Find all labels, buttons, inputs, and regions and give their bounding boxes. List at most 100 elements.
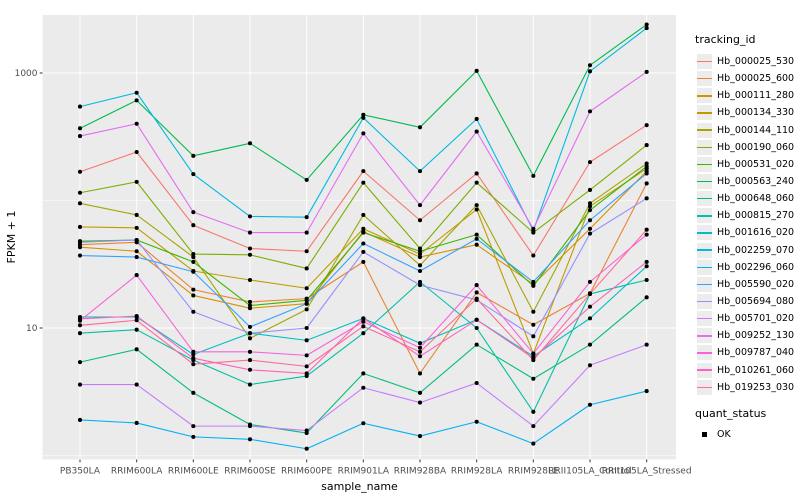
data-point-Hb_000144_110 xyxy=(191,255,196,260)
legend-key-swatch xyxy=(697,259,712,275)
data-point-Hb_009252_130 xyxy=(644,69,649,74)
data-point-Hb_009787_040 xyxy=(134,273,139,278)
data-point-Hb_001616_020 xyxy=(417,341,423,346)
data-point-Hb_002259_070 xyxy=(417,169,423,174)
legend-item-label: Hb_005701_020 xyxy=(717,313,795,325)
data-point-Hb_000190_060 xyxy=(474,180,479,185)
data-point-Hb_002259_070 xyxy=(247,214,253,219)
legend-key-swatch xyxy=(697,345,712,361)
data-point-Hb_010261_060 xyxy=(361,316,366,321)
legend-key-line xyxy=(697,249,712,251)
data-point-Hb_000111_280 xyxy=(474,242,479,247)
data-point-Hb_019253_030 xyxy=(587,291,593,296)
legend-key-line xyxy=(697,78,712,80)
x-tick-label: RRIM600SE xyxy=(224,467,276,477)
data-point-Hb_000111_280 xyxy=(587,226,593,231)
data-point-Hb_019253_030 xyxy=(191,362,196,367)
data-point-Hb_019253_030 xyxy=(417,349,423,354)
data-point-Hb_002296_060 xyxy=(134,420,139,426)
data-point-Hb_002259_070 xyxy=(587,69,593,74)
data-point-Hb_000025_530 xyxy=(531,253,536,258)
legend-key-line xyxy=(697,95,712,97)
legend-item-label: Hb_009252_130 xyxy=(717,330,795,342)
x-tick-label: RRIM600LE xyxy=(168,467,219,477)
legend-key-line xyxy=(697,283,712,286)
legend-key-swatch xyxy=(697,71,712,87)
x-tick-label: RRII105LA_Control xyxy=(548,467,631,477)
data-point-Hb_002296_060 xyxy=(587,402,593,407)
data-point-Hb_000190_060 xyxy=(247,252,253,257)
legend-key-swatch xyxy=(697,328,712,344)
legend-key-line xyxy=(697,300,712,303)
legend-key-line xyxy=(697,335,712,337)
data-point-Hb_005701_020 xyxy=(474,381,479,386)
data-point-Hb_005590_020 xyxy=(77,253,83,258)
data-point-Hb_000815_270 xyxy=(417,279,423,284)
data-point-Hb_000563_240 xyxy=(134,98,139,103)
data-point-Hb_010261_060 xyxy=(304,371,309,376)
legend-item-quant-OK: OK xyxy=(688,426,800,443)
y-tick-label: 10 xyxy=(26,324,38,334)
data-point-Hb_000134_330 xyxy=(304,286,309,291)
data-point-Hb_010261_060 xyxy=(474,317,479,322)
data-point-Hb_000815_270 xyxy=(77,331,83,336)
legend-item-Hb_000025_600: Hb_000025_600 xyxy=(688,70,800,87)
legend-key-swatch xyxy=(697,276,712,292)
data-point-Hb_019253_030 xyxy=(361,324,366,329)
data-point-Hb_000025_600 xyxy=(417,371,423,376)
data-point-Hb_005694_080 xyxy=(587,231,593,236)
legend-item-Hb_002259_070: Hb_002259_070 xyxy=(688,242,800,259)
data-point-Hb_000134_330 xyxy=(361,226,366,231)
data-point-Hb_005590_020 xyxy=(304,301,309,306)
data-point-Hb_005701_020 xyxy=(304,428,309,433)
data-point-Hb_005590_020 xyxy=(247,324,253,329)
data-point-Hb_000190_060 xyxy=(304,266,309,271)
legend-key-swatch xyxy=(697,105,712,121)
legend: tracking_id Hb_000025_530 Hb_000025_600 Hb… xyxy=(688,0,800,443)
data-point-Hb_005701_020 xyxy=(644,342,649,347)
legend-item-label: Hb_010261_060 xyxy=(717,364,795,376)
data-point-Hb_019253_030 xyxy=(247,358,253,363)
y-tick-label: 1000 xyxy=(15,69,38,79)
legend-key-swatch xyxy=(697,191,712,207)
data-point-Hb_005590_020 xyxy=(191,269,196,274)
data-point-Hb_000648_060 xyxy=(134,347,139,352)
legend-key-line xyxy=(697,266,712,268)
legend-key-line xyxy=(697,146,712,148)
data-point-Hb_000111_280 xyxy=(191,293,196,298)
data-point-Hb_000144_110 xyxy=(531,309,536,314)
data-point-Hb_002296_060 xyxy=(644,389,649,394)
data-point-Hb_000648_060 xyxy=(644,295,649,300)
legend-key-line xyxy=(697,163,712,166)
data-point-Hb_000025_530 xyxy=(587,160,593,165)
legend-item-label: Hb_000134_330 xyxy=(717,107,795,119)
legend-item-label: Hb_000190_060 xyxy=(717,141,795,153)
data-point-Hb_000111_280 xyxy=(417,255,423,260)
legend-item-label: Hb_000025_600 xyxy=(717,73,795,85)
legend-key-swatch xyxy=(697,427,712,442)
data-point-Hb_019253_030 xyxy=(304,364,309,369)
data-point-Hb_019253_030 xyxy=(531,358,536,363)
x-tick-label: RRIM600LA xyxy=(111,467,163,477)
data-point-Hb_000648_060 xyxy=(531,376,536,381)
data-point-Hb_000531_020 xyxy=(191,259,196,264)
data-point-Hb_010261_060 xyxy=(587,304,593,309)
legend-key-line xyxy=(697,386,712,388)
data-point-Hb_009252_130 xyxy=(247,230,253,235)
data-point-Hb_000531_020 xyxy=(531,283,536,288)
legend-key-line xyxy=(697,215,712,217)
data-point-Hb_002259_070 xyxy=(304,215,309,220)
data-point-Hb_009252_130 xyxy=(587,109,593,114)
legend-item-label: Hb_000531_020 xyxy=(717,158,795,170)
legend-key-swatch xyxy=(697,294,712,310)
data-point-Hb_002296_060 xyxy=(191,434,196,439)
data-point-Hb_000190_060 xyxy=(361,180,366,185)
legend-item-Hb_000190_060: Hb_000190_060 xyxy=(688,139,800,156)
data-point-Hb_000134_330 xyxy=(77,224,83,230)
data-point-Hb_000025_530 xyxy=(361,169,366,174)
data-point-Hb_000190_060 xyxy=(134,179,139,184)
data-point-Hb_005701_020 xyxy=(247,424,253,429)
data-point-Hb_002259_070 xyxy=(361,115,366,120)
legend-key-line xyxy=(697,369,712,371)
